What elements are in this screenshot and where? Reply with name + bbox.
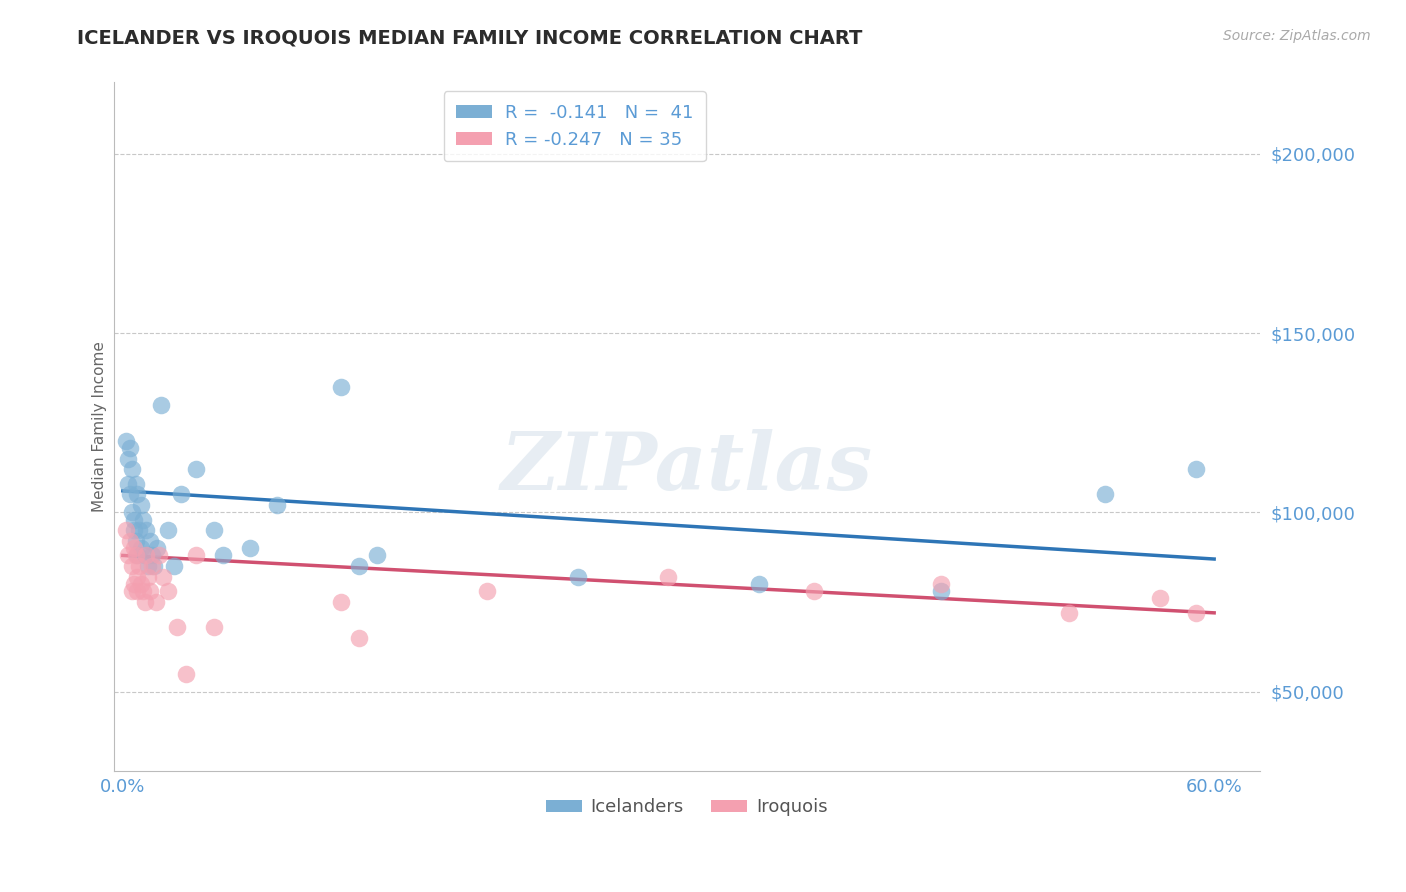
Legend: Icelanders, Iroquois: Icelanders, Iroquois: [538, 791, 835, 823]
Point: [121, 559, 143, 574]
Y-axis label: Median Family Income: Median Family Income: [93, 341, 107, 512]
Text: ZIPatlas: ZIPatlas: [501, 429, 873, 507]
Point: [129, 541, 152, 556]
Point: [127, 549, 149, 563]
Point: [135, 549, 157, 563]
Point: [145, 595, 167, 609]
Point: [366, 549, 388, 563]
Point: [132, 584, 155, 599]
Point: [135, 524, 157, 538]
Point: [122, 577, 145, 591]
Point: [157, 584, 180, 599]
Point: [148, 549, 170, 563]
Point: [134, 595, 156, 609]
Point: [136, 570, 159, 584]
Point: [349, 631, 371, 645]
Point: [929, 577, 952, 591]
Point: [146, 541, 169, 556]
Point: [127, 570, 149, 584]
Point: [803, 584, 825, 599]
Point: [120, 441, 142, 455]
Point: [117, 476, 139, 491]
Point: [134, 549, 156, 563]
Point: [122, 524, 145, 538]
Point: [122, 512, 145, 526]
Point: [129, 577, 152, 591]
Point: [330, 380, 353, 394]
Point: [748, 577, 770, 591]
Point: [128, 559, 150, 574]
Point: [115, 524, 138, 538]
Point: [142, 559, 165, 574]
Point: [202, 620, 225, 634]
Point: [475, 584, 498, 599]
Text: Source: ZipAtlas.com: Source: ZipAtlas.com: [1223, 29, 1371, 43]
Point: [117, 451, 139, 466]
Point: [128, 524, 150, 538]
Point: [184, 549, 207, 563]
Point: [1149, 591, 1171, 606]
Point: [124, 549, 146, 563]
Point: [124, 534, 146, 549]
Point: [152, 570, 174, 584]
Point: [132, 512, 155, 526]
Point: [567, 570, 589, 584]
Point: [1057, 606, 1080, 620]
Point: [330, 595, 353, 609]
Point: [120, 487, 142, 501]
Point: [122, 541, 145, 556]
Point: [129, 498, 152, 512]
Text: ICELANDER VS IROQUOIS MEDIAN FAMILY INCOME CORRELATION CHART: ICELANDER VS IROQUOIS MEDIAN FAMILY INCO…: [77, 29, 863, 47]
Point: [124, 476, 146, 491]
Point: [127, 487, 149, 501]
Point: [202, 524, 225, 538]
Point: [136, 559, 159, 574]
Point: [166, 620, 188, 634]
Point: [121, 505, 143, 519]
Point: [121, 584, 143, 599]
Point: [212, 549, 235, 563]
Point: [184, 462, 207, 476]
Point: [266, 498, 288, 512]
Point: [1185, 462, 1208, 476]
Point: [139, 584, 162, 599]
Point: [1094, 487, 1116, 501]
Point: [170, 487, 193, 501]
Point: [120, 534, 142, 549]
Point: [929, 584, 952, 599]
Point: [115, 434, 138, 448]
Point: [141, 549, 163, 563]
Point: [141, 559, 163, 574]
Point: [163, 559, 186, 574]
Point: [127, 584, 149, 599]
Point: [121, 462, 143, 476]
Point: [150, 398, 173, 412]
Point: [139, 534, 162, 549]
Point: [1185, 606, 1208, 620]
Point: [239, 541, 262, 556]
Point: [349, 559, 371, 574]
Point: [657, 570, 679, 584]
Point: [117, 549, 139, 563]
Point: [157, 524, 180, 538]
Point: [176, 666, 198, 681]
